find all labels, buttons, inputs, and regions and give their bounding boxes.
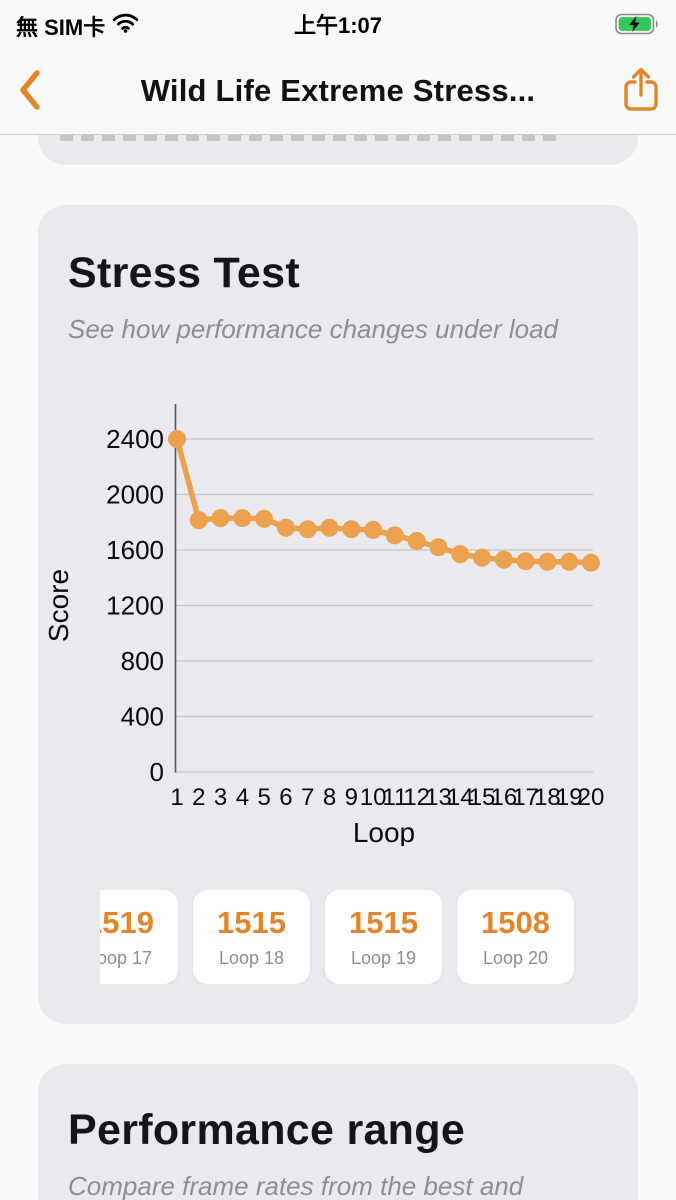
stress-test-title: Stress Test xyxy=(68,249,300,297)
svg-text:Score: Score xyxy=(43,569,74,642)
loop-score-value: 1508 xyxy=(481,905,550,940)
svg-text:Loop: Loop xyxy=(353,817,415,846)
scroll-content[interactable]: Stress Test See how performance changes … xyxy=(0,131,676,1200)
share-button[interactable] xyxy=(622,66,660,117)
loop-score-value: 1515 xyxy=(217,905,286,940)
svg-text:2400: 2400 xyxy=(106,424,164,454)
loop-score-value: 1515 xyxy=(349,905,418,940)
performance-range-subtitle: Compare frame rates from the best and xyxy=(68,1171,524,1200)
performance-range-card: Performance range Compare frame rates fr… xyxy=(38,1064,638,1200)
loop-score-card: 1515 Loop 19 xyxy=(325,890,442,984)
svg-text:2: 2 xyxy=(192,784,205,811)
stress-test-subtitle: See how performance changes under load xyxy=(68,314,558,344)
svg-text:20: 20 xyxy=(578,784,605,811)
svg-text:13: 13 xyxy=(425,784,452,811)
page-title: Wild Life Extreme Stress... xyxy=(140,73,536,108)
loop-score-card: 1515 Loop 18 xyxy=(193,890,310,984)
svg-text:16: 16 xyxy=(490,784,517,811)
clock-label: 上午1:07 xyxy=(293,13,383,38)
svg-text:2000: 2000 xyxy=(106,480,164,510)
loop-score-label: Loop 19 xyxy=(350,948,417,968)
header: 無 SIM卡 上午1:07 xyxy=(0,0,676,135)
stress-test-card: Stress Test See how performance changes … xyxy=(38,205,638,1024)
share-icon xyxy=(622,66,660,117)
loop-score-row: 1519 Loop 17 1515 Loop 18 1515 Loop 19 1508 Loo… xyxy=(100,890,638,984)
svg-text:17: 17 xyxy=(512,784,539,811)
nav-bar: Wild Life Extreme Stress... xyxy=(0,48,676,134)
svg-text:9: 9 xyxy=(345,784,358,811)
chevron-left-icon xyxy=(16,69,42,114)
loop-score-scroller[interactable]: 1519 Loop 17 1515 Loop 18 1515 Loop 19 1508 Loo… xyxy=(100,890,638,984)
status-left: 無 SIM卡 xyxy=(16,10,139,42)
svg-text:10: 10 xyxy=(360,784,387,811)
svg-text:8: 8 xyxy=(323,784,336,811)
svg-text:6: 6 xyxy=(279,784,292,811)
svg-text:1: 1 xyxy=(170,784,183,811)
performance-range-title: Performance range xyxy=(68,1106,466,1154)
carrier-label: 無 SIM卡 xyxy=(16,15,106,40)
svg-text:11: 11 xyxy=(382,784,407,811)
svg-text:12: 12 xyxy=(403,784,430,811)
svg-text:0: 0 xyxy=(150,757,164,787)
svg-text:1600: 1600 xyxy=(106,535,164,565)
loop-score-label: Loop 17 xyxy=(100,948,153,968)
status-right xyxy=(615,13,660,40)
status-bar: 無 SIM卡 上午1:07 xyxy=(0,0,676,48)
loop-score-card: 1508 Loop 20 xyxy=(457,890,574,984)
svg-text:19: 19 xyxy=(556,784,583,811)
loop-score-card: 1519 Loop 17 xyxy=(100,890,178,984)
clipped-text-fragment xyxy=(60,131,560,141)
svg-text:800: 800 xyxy=(121,646,164,676)
svg-text:400: 400 xyxy=(121,702,164,732)
back-button[interactable] xyxy=(16,69,42,114)
loop-score-label: Loop 20 xyxy=(482,948,549,968)
svg-text:5: 5 xyxy=(257,784,270,811)
svg-text:18: 18 xyxy=(534,784,561,811)
svg-text:7: 7 xyxy=(301,784,314,811)
svg-text:3: 3 xyxy=(214,784,227,811)
loop-score-label: Loop 18 xyxy=(218,948,285,968)
battery-charging-icon xyxy=(615,13,660,40)
previous-card-bottom xyxy=(38,131,638,165)
svg-text:4: 4 xyxy=(236,784,249,811)
svg-text:14: 14 xyxy=(447,784,474,811)
svg-text:1200: 1200 xyxy=(106,591,164,621)
loop-score-value: 1519 xyxy=(100,905,154,940)
svg-text:15: 15 xyxy=(469,784,496,811)
wifi-icon xyxy=(112,13,139,39)
